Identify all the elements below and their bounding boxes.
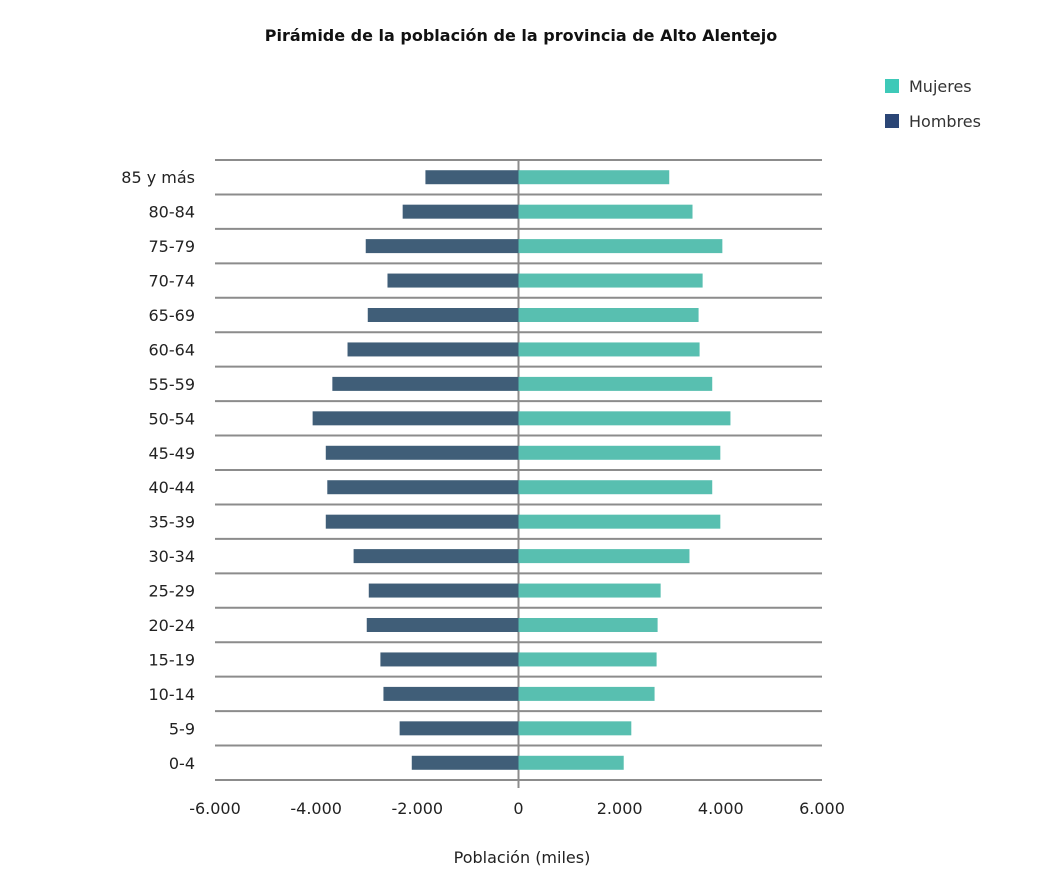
bar-hombres [365, 239, 519, 254]
category-label: 65-69 [149, 306, 196, 325]
bar-mujeres [518, 480, 713, 495]
category-label: 55-59 [149, 375, 196, 394]
x-tick-label: -2.000 [392, 799, 444, 818]
bar-hombres [332, 376, 519, 391]
bar-mujeres [518, 170, 670, 185]
category-label: 30-34 [149, 547, 196, 566]
bar-mujeres [518, 652, 657, 667]
bar-hombres [402, 204, 519, 219]
bar-hombres [380, 652, 519, 667]
bar-mujeres [518, 411, 731, 426]
x-tick-label: 4.000 [698, 799, 744, 818]
bar-mujeres [518, 376, 713, 391]
category-label: 45-49 [149, 444, 196, 463]
category-label: 35-39 [149, 513, 196, 532]
x-tick-label: -6.000 [189, 799, 241, 818]
chart-title: Pirámide de la población de la provincia… [265, 26, 778, 45]
category-label: 15-19 [149, 650, 196, 669]
legend-label-hombres: Hombres [909, 112, 981, 131]
x-tick-label: 2.000 [597, 799, 643, 818]
bar-hombres [366, 618, 519, 632]
category-label: 25-29 [149, 582, 196, 601]
category-label: 80-84 [149, 203, 196, 222]
grid [215, 159, 822, 788]
bar-mujeres [518, 583, 661, 598]
category-label: 5-9 [169, 719, 195, 738]
category-label: 50-54 [149, 409, 196, 428]
legend: Mujeres Hombres [885, 77, 981, 131]
bar-mujeres [518, 514, 721, 529]
bar-mujeres [518, 618, 658, 632]
category-label: 10-14 [149, 685, 196, 704]
bar-hombres [367, 308, 519, 322]
bar-hombres [383, 686, 519, 701]
bar-hombres [353, 549, 519, 564]
legend-swatch-hombres [885, 114, 899, 128]
x-axis-label: Población (miles) [454, 848, 591, 867]
category-label: 75-79 [149, 237, 196, 256]
bar-hombres [325, 514, 519, 529]
bar-hombres [399, 721, 519, 736]
bar-hombres [327, 480, 519, 495]
category-label: 70-74 [149, 272, 196, 291]
bar-mujeres [518, 721, 632, 736]
category-label: 40-44 [149, 478, 196, 497]
bar-mujeres [518, 204, 693, 219]
x-tick-label: -4.000 [290, 799, 342, 818]
bar-mujeres [518, 445, 721, 460]
bar-hombres [325, 445, 519, 460]
legend-swatch-mujeres [885, 79, 899, 93]
bar-hombres [368, 583, 519, 598]
bar-mujeres [518, 686, 655, 701]
bar-mujeres [518, 549, 690, 564]
category-label: 20-24 [149, 616, 196, 635]
x-tick-labels: -6.000 -4.000 -2.000 0 2.000 4.000 6.000 [189, 799, 845, 818]
category-label: 0-4 [169, 754, 195, 773]
bar-mujeres [518, 755, 624, 770]
category-label: 60-64 [149, 340, 196, 359]
bar-hombres [387, 273, 519, 288]
category-label: 85 y más [121, 168, 195, 187]
legend-label-mujeres: Mujeres [909, 77, 972, 96]
bar-hombres [411, 755, 519, 770]
bars [312, 170, 731, 770]
x-tick-label: 6.000 [799, 799, 845, 818]
bar-hombres [347, 342, 519, 357]
bar-mujeres [518, 273, 703, 288]
bar-mujeres [518, 308, 699, 322]
category-labels: 85 y más 80-84 75-79 70-74 65-69 60-64 55-59 50… [121, 168, 195, 773]
x-tick-label: 0 [513, 799, 523, 818]
bar-mujeres [518, 239, 723, 254]
bar-hombres [425, 170, 519, 185]
bar-hombres [312, 411, 519, 426]
bar-mujeres [518, 342, 700, 357]
